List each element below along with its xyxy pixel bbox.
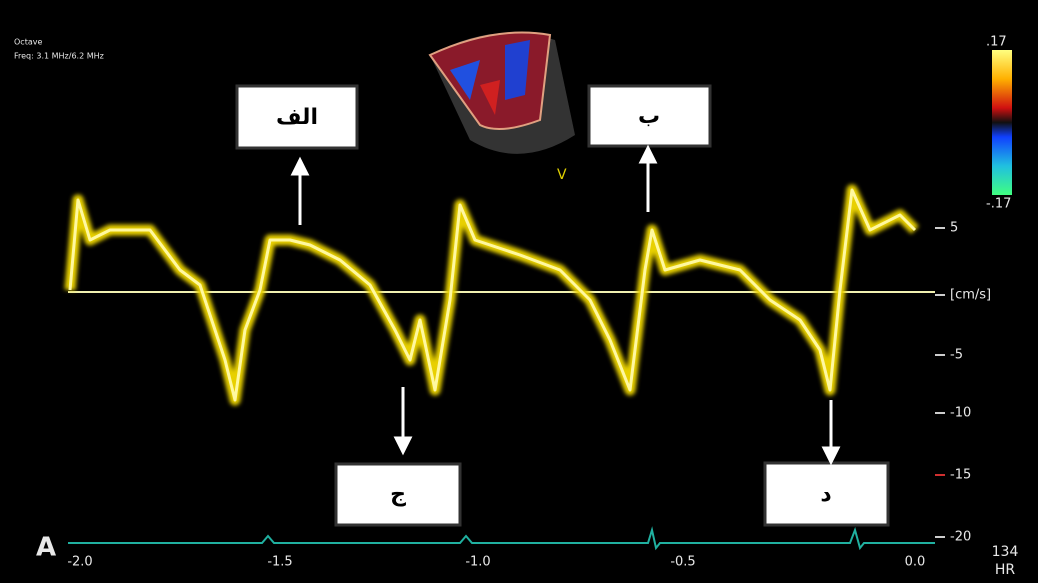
mode-text: Octave <box>14 38 42 47</box>
annotation-label: ج <box>390 482 406 507</box>
echo-marker: V <box>557 167 567 183</box>
hr-label: HR <box>995 562 1016 578</box>
ecg-trace <box>68 530 935 548</box>
echo-sector: V <box>430 33 575 184</box>
velocity-tick-label: [cm/s] <box>950 288 991 303</box>
time-tick-label: -2.0 <box>67 555 92 570</box>
annotation-label: ب <box>638 104 660 129</box>
freq-text: Freq: 3.1 MHz/6.2 MHz <box>14 52 104 61</box>
doppler-image: Octave Freq: 3.1 MHz/6.2 MHz V .17 -.17 … <box>0 0 1038 583</box>
time-tick-label: -1.0 <box>465 555 490 570</box>
velocity-tick-label: -20 <box>950 530 971 545</box>
velocity-tick-label: -5 <box>950 348 963 363</box>
annotation-label: د <box>820 482 831 507</box>
velocity-tick-label: 5 <box>950 221 958 236</box>
time-tick-label: -0.5 <box>670 555 695 570</box>
velocity-trace <box>70 190 915 400</box>
time-tick-label: -1.5 <box>267 555 292 570</box>
panel-label: A <box>36 533 56 563</box>
velocity-tick-label: -10 <box>950 406 971 421</box>
velocity-scale: 5 [cm/s] -5 -10 -15 -20 <box>935 221 991 545</box>
screenshot: Octave Freq: 3.1 MHz/6.2 MHz V .17 -.17 … <box>0 0 1038 583</box>
time-axis: -2.0 -1.5 -1.0 -0.5 0.0 <box>67 555 925 570</box>
color-scale-top: .17 <box>986 35 1007 50</box>
color-bar <box>992 50 1012 195</box>
annotation-label: الف <box>276 105 318 130</box>
velocity-tick-label: -15 <box>950 468 971 483</box>
time-tick-label: 0.0 <box>905 555 926 570</box>
arrows <box>293 148 838 462</box>
hr-value: 134 <box>992 544 1019 560</box>
color-scale-bottom: -.17 <box>986 197 1011 212</box>
